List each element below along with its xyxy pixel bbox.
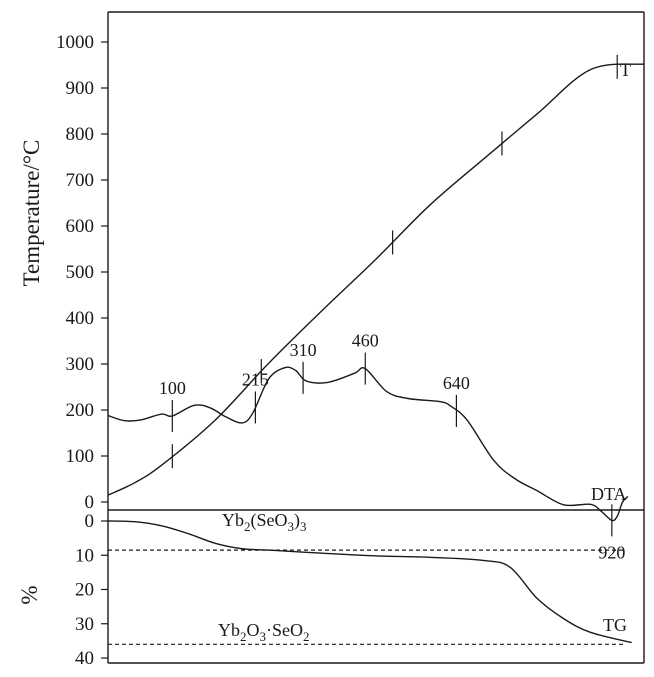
temperature-tick-label: 600 [66,216,95,237]
dta-curve-label: DTA [591,484,627,504]
temperature-tick-label: 1000 [56,32,94,53]
tg-tick-label: 30 [75,614,94,635]
reference-label-yb2-seo3-3: Yb2(SeO3)3 [222,510,307,534]
dta-peak-label: 310 [290,340,317,360]
dta-peak-label: 640 [443,373,470,393]
tg-tick-label: 10 [75,545,94,566]
tg-tick-label: 0 [85,511,95,532]
temperature-axis-title: Temperature/°C [19,140,44,287]
reference-label-yb2o3-seo2: Yb2O3·SeO2 [218,620,310,644]
tg-curve [107,520,632,644]
t-curve-label: T [620,60,631,80]
temperature-tick-label: 800 [66,124,95,145]
temperature-tick-label: 700 [66,170,95,191]
temperature-tick-label: 900 [66,78,95,99]
tg-tick-label: 40 [75,648,94,669]
tg-axis-title: % [17,585,42,604]
temperature-curve [107,63,645,496]
dta-peak-label: 215 [242,369,269,389]
temperature-tick-label: 100 [66,446,95,467]
temperature-tick-label: 500 [66,262,95,283]
tg-tick-label: 20 [75,580,94,601]
temperature-tick-label: 200 [66,400,95,421]
temperature-tick-label: 300 [66,354,95,375]
dta-peak-label: 460 [352,331,379,351]
tg-curve-label: TG [603,615,627,635]
temperature-tick-label: 400 [66,308,95,329]
dta-curve [107,366,629,522]
dta-peak-label: 920 [598,542,625,562]
temperature-tick-label: 0 [85,492,95,513]
dta-peak-label: 100 [159,378,186,398]
